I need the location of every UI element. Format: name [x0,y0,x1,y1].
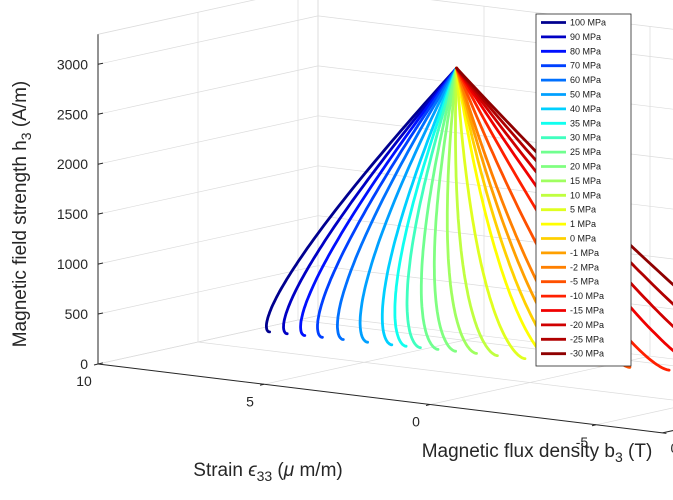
legend-label: 100 MPa [570,18,606,28]
x-tick-label: 5 [246,393,254,409]
y-axis-title-sub: 3 [615,449,623,465]
grid-line [97,15,319,65]
z-tick-mark [97,362,104,365]
grid-line [97,65,319,115]
series-line [358,66,458,344]
legend-box [535,13,632,367]
legend: 100 MPa 90 MPa 80 MPa 70 MPa 60 MPa 50 MPa 40 … [535,13,632,367]
legend-label: 90 MPa [570,32,601,42]
z-tick-label: 1500 [57,206,88,222]
x-axis-title-sub: 33 [257,468,273,484]
z-tick-mark [97,62,104,65]
series-line [265,66,458,334]
x-axis-title-mu: μ [283,460,295,481]
z-tick-mark [97,162,104,165]
legend-label: -10 MPa [570,291,604,301]
legend-label: 35 MPa [570,118,601,128]
z-axis-title: Magnetic field strength h3 (A/m) [10,81,34,348]
legend-label: 1 MPa [570,219,596,229]
series-line [455,66,673,329]
z-tick-label: 1000 [57,256,88,272]
y-tick-mark [662,432,667,434]
z-tick-label: 2500 [57,106,88,122]
legend-label: 20 MPa [570,162,601,172]
y-axis-title-main: Magnetic flux density b [422,441,615,462]
grid-line [97,215,319,265]
z-tick-mark [97,312,104,315]
series-line [393,66,458,348]
y-tick-label: 0 [671,440,673,456]
z-tick-mark [97,212,104,215]
grid-line [97,265,319,315]
x-axis-title-main: Strain [193,460,248,481]
x-tick-mark [591,424,597,427]
x-tick-label: -5 [576,434,589,450]
series-line [299,66,458,337]
x-tick-label: 10 [76,373,92,389]
legend-label: -30 MPa [570,349,604,359]
x-axis-title-unit: m/m) [294,460,343,481]
series-line [432,66,458,353]
series-line [316,66,458,339]
y-axis-title-unit: (T) [623,441,653,462]
x-axis-line [97,363,663,434]
legend-label: 0 MPa [570,234,596,244]
grid-line [263,335,485,385]
x-tick-label: 0 [412,414,420,430]
series-line [282,66,458,336]
legend-label: 80 MPa [570,46,601,56]
x-tick-mark [425,404,431,406]
x-axis-title: Strain ϵ33 (μ m/m) [193,460,342,484]
y-axis-title: Magnetic flux density b3 (T) [422,441,653,465]
x-tick-mark [259,383,265,386]
x-axis-title-open: ( [272,460,284,481]
z-tick-label: 2000 [57,156,88,172]
box-edge [97,0,256,35]
legend-label: -20 MPa [570,320,604,330]
legend-label: 25 MPa [570,147,601,157]
z-tick-label: 500 [65,306,89,322]
z-axis-title-main: Magnetic field strength h [10,140,31,347]
series-line [336,66,458,341]
legend-label: 5 MPa [570,205,596,215]
grid-line [97,115,319,165]
series-line [455,66,527,360]
series-line [380,66,458,347]
legend-label: 60 MPa [570,75,601,85]
series-line [445,66,478,355]
z-tick-label: 0 [80,356,88,372]
legend-label: 40 MPa [570,104,601,114]
legend-label: 10 MPa [570,190,601,200]
legend-label: -2 MPa [570,262,599,272]
grid-line [197,341,673,401]
z-tick-mark [97,262,104,265]
legend-label: -1 MPa [570,248,599,258]
legend-label: -25 MPa [570,334,604,344]
legend-items: 100 MPa 90 MPa 80 MPa 70 MPa 60 MPa 50 MPa 40 … [541,18,606,359]
series-line [454,66,499,357]
z-tick-label: 3000 [57,56,88,72]
legend-label: -5 MPa [570,277,599,287]
z-axis-title-sub: 3 [18,132,34,140]
x-tick-mark [93,363,99,366]
series-line [419,66,458,351]
x-axis-title-greek: ϵ [248,460,257,481]
legend-label: -15 MPa [570,306,604,316]
legend-label: 15 MPa [570,176,601,186]
grid-line [97,165,319,215]
z-tick-mark [97,112,104,115]
legend-label: 70 MPa [570,61,601,71]
legend-label: 30 MPa [570,133,601,143]
series-line [405,66,458,349]
grid-line [97,315,319,365]
grid-line [595,407,673,426]
legend-label: 50 MPa [570,90,601,100]
z-axis-title-unit: (A/m) [10,81,31,133]
